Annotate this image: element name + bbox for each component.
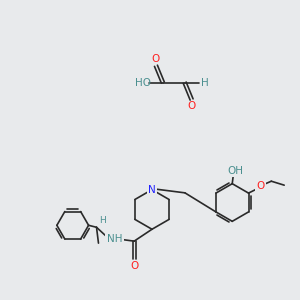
Text: O: O (130, 261, 138, 271)
Text: O: O (188, 101, 196, 111)
Text: HO: HO (135, 78, 151, 88)
Text: OH: OH (227, 166, 243, 176)
Text: NH: NH (106, 234, 122, 244)
Text: O: O (256, 181, 265, 191)
Text: H: H (99, 216, 106, 225)
Text: H: H (201, 78, 208, 88)
Text: O: O (152, 54, 160, 64)
Text: N: N (148, 184, 156, 195)
